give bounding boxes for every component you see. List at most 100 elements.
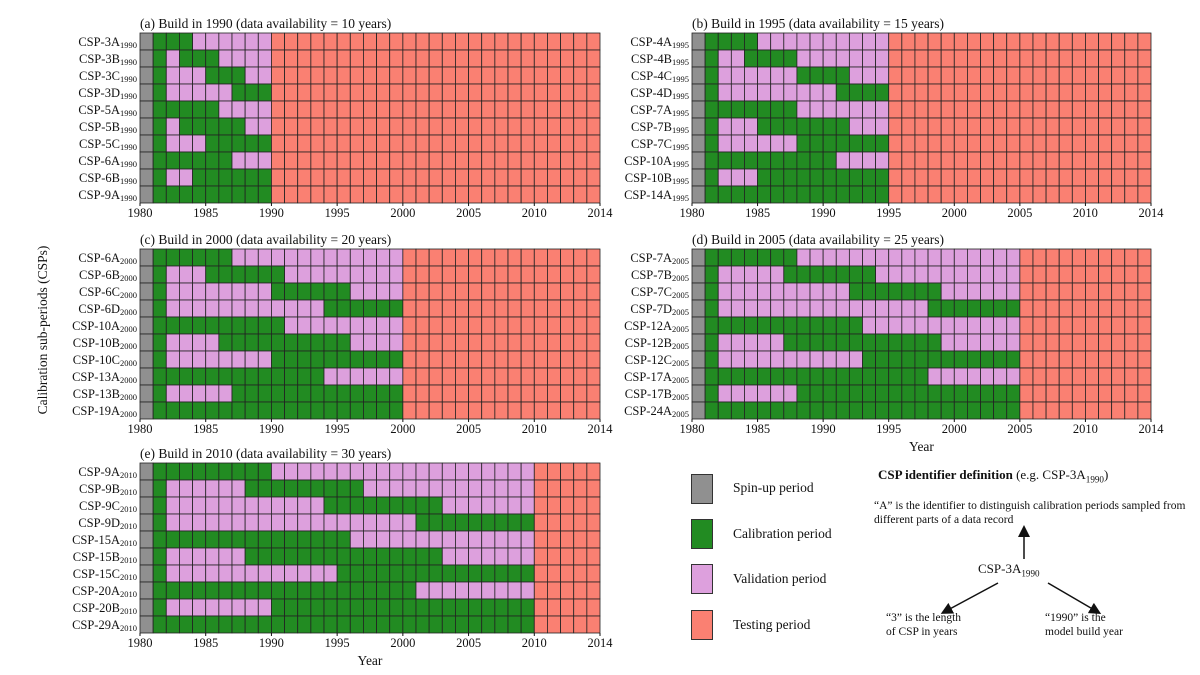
row-label-csp-12c-2005: CSP-12C2005 xyxy=(625,353,689,368)
cell-csp-5b-1990-2002 xyxy=(428,117,443,136)
cell-csp-7c-2005-1989 xyxy=(809,282,824,301)
row-label-csp-10b-2000: CSP-10B2000 xyxy=(73,336,137,351)
cell-csp-7b-2005-1990 xyxy=(822,265,837,284)
cell-csp-20b-2010-1993 xyxy=(310,598,325,617)
cell-csp-15b-2010-1987 xyxy=(231,547,246,566)
cell-csp-29a-2010-1990 xyxy=(271,615,285,634)
cell-csp-17b-2005-1999 xyxy=(940,384,955,403)
cell-csp-7c-2005-1982 xyxy=(717,282,732,301)
cell-csp-13a-2000-2012 xyxy=(560,367,575,386)
cell-csp-13a-2000-1987 xyxy=(231,367,246,386)
panel-title-0: (a) Build in 1990 (data availability = 1… xyxy=(140,16,391,31)
cell-csp-5c-1990-1981 xyxy=(152,134,167,153)
cell-csp-4d-1995-2000 xyxy=(953,83,968,102)
cell-csp-6b-1990-2001 xyxy=(415,168,430,187)
cell-csp-5c-1990-2003 xyxy=(441,134,456,153)
cell-csp-19a-2000-1987 xyxy=(231,401,246,420)
cell-csp-9a-2010-2008 xyxy=(507,462,522,481)
cell-csp-7b-2005-1998 xyxy=(927,265,942,284)
cell-csp-15b-2010-1988 xyxy=(244,547,259,566)
cell-csp-4b-1995-1984 xyxy=(744,49,758,68)
cell-csp-5a-1990-2011 xyxy=(547,100,561,119)
cell-csp-17b-2005-1985 xyxy=(757,384,772,403)
cell-csp-12b-2005-2012 xyxy=(1111,333,1126,352)
cell-csp-9b-2010-2008 xyxy=(507,479,522,498)
cell-csp-15a-2010-1996 xyxy=(349,530,364,549)
cell-csp-20a-2010-2012 xyxy=(560,581,575,600)
cell-csp-24a-2005-2003 xyxy=(993,401,1008,420)
cell-csp-9a-1990-1982 xyxy=(165,185,180,204)
cell-csp-6b-1990-1988 xyxy=(244,168,259,187)
cell-csp-24a-2005-2007 xyxy=(1045,401,1060,420)
cell-csp-6d-2000-1994 xyxy=(323,299,338,318)
tick-label-1-1985: 1985 xyxy=(745,206,770,220)
cell-csp-3b-1990-1980 xyxy=(139,49,154,68)
cell-csp-10a-2000-1986 xyxy=(218,316,233,335)
cell-csp-13b-2000-1986 xyxy=(218,384,233,403)
row-label-csp-15a-2010: CSP-15A2010 xyxy=(72,533,137,548)
cell-csp-24a-2005-2005 xyxy=(1019,401,1034,420)
cell-csp-19a-2000-1989 xyxy=(257,401,272,420)
cell-csp-14a-1995-1998 xyxy=(927,185,942,204)
cell-csp-6b-2000-1983 xyxy=(179,265,193,284)
cell-csp-24a-2005-1999 xyxy=(940,401,955,420)
cell-csp-6c-2000-2002 xyxy=(428,282,443,301)
cell-csp-4c-1995-1997 xyxy=(914,66,929,85)
cell-csp-10b-1995-1980 xyxy=(691,168,706,187)
cell-csp-3a-1990-1998 xyxy=(376,32,391,51)
cell-csp-19a-2000-1997 xyxy=(363,401,377,420)
cell-csp-12b-2005-2006 xyxy=(1032,333,1047,352)
cell-csp-4b-1995-1994 xyxy=(875,49,890,68)
cell-csp-13b-2000-1996 xyxy=(349,384,364,403)
cell-csp-9d-2010-1980 xyxy=(139,513,154,532)
cell-csp-6b-2000-2000 xyxy=(402,265,417,284)
cell-csp-6a-2000-2000 xyxy=(402,248,417,267)
cell-csp-12c-2005-1994 xyxy=(875,350,890,369)
row-label-csp-4a-1995: CSP-4A1995 xyxy=(630,35,689,50)
cell-csp-7a-2005-1985 xyxy=(757,248,772,267)
cell-csp-12c-2005-1992 xyxy=(848,350,863,369)
legend-label-testing: Testing period xyxy=(733,617,811,632)
cell-csp-7a-1995-2000 xyxy=(953,100,968,119)
cell-csp-9a-2010-2003 xyxy=(441,462,456,481)
cell-csp-4b-1995-1982 xyxy=(717,49,732,68)
cell-csp-6b-1990-1993 xyxy=(310,168,325,187)
cell-csp-7a-1995-2014 xyxy=(1137,100,1152,119)
row-label-csp-7d-2005: CSP-7D2005 xyxy=(630,302,689,317)
cell-csp-15c-2010-1989 xyxy=(257,564,272,583)
cell-csp-9a-1990-2000 xyxy=(402,185,417,204)
cell-csp-3a-1990-1988 xyxy=(244,32,259,51)
cell-csp-7a-2005-1992 xyxy=(848,248,863,267)
cell-csp-7b-1995-1991 xyxy=(835,117,850,136)
y-axis-label: Calibration sub-periods (CSPs) xyxy=(35,246,50,415)
cell-csp-20a-2010-2000 xyxy=(402,581,417,600)
cell-csp-29a-2010-1994 xyxy=(323,615,338,634)
cell-csp-24a-2005-2000 xyxy=(953,401,968,420)
tick-label-3-2005: 2005 xyxy=(1007,422,1032,436)
cell-csp-3c-1990-2002 xyxy=(428,66,443,85)
cell-csp-20a-2010-1984 xyxy=(192,581,207,600)
cell-csp-7c-2005-2011 xyxy=(1098,282,1113,301)
cell-csp-7a-2005-2008 xyxy=(1058,248,1073,267)
cell-csp-13a-2000-2011 xyxy=(547,367,561,386)
cell-csp-9b-2010-1989 xyxy=(257,479,272,498)
cell-csp-6a-2000-2002 xyxy=(428,248,443,267)
cell-csp-7c-2005-1994 xyxy=(875,282,890,301)
cell-csp-19a-2000-2014 xyxy=(586,401,601,420)
cell-csp-6c-2000-2009 xyxy=(520,282,535,301)
cell-csp-12a-2005-1997 xyxy=(914,316,929,335)
cell-csp-15a-2010-1992 xyxy=(297,530,312,549)
cell-csp-13b-2000-1998 xyxy=(376,384,391,403)
cell-csp-4b-1995-1991 xyxy=(835,49,850,68)
cell-csp-7b-1995-2003 xyxy=(993,117,1008,136)
cell-csp-5c-1990-1985 xyxy=(205,134,220,153)
cell-csp-4b-1995-2009 xyxy=(1071,49,1086,68)
cell-csp-13a-2000-2013 xyxy=(573,367,588,386)
cell-csp-24a-2005-2011 xyxy=(1098,401,1113,420)
cell-csp-5b-1990-2011 xyxy=(547,117,561,136)
cell-csp-7b-2005-1988 xyxy=(796,265,811,284)
cell-csp-3a-1990-1986 xyxy=(218,32,233,51)
cell-csp-19a-2000-1993 xyxy=(310,401,325,420)
cell-csp-3c-1990-1981 xyxy=(152,66,167,85)
cell-csp-10a-1995-2004 xyxy=(1006,151,1021,170)
